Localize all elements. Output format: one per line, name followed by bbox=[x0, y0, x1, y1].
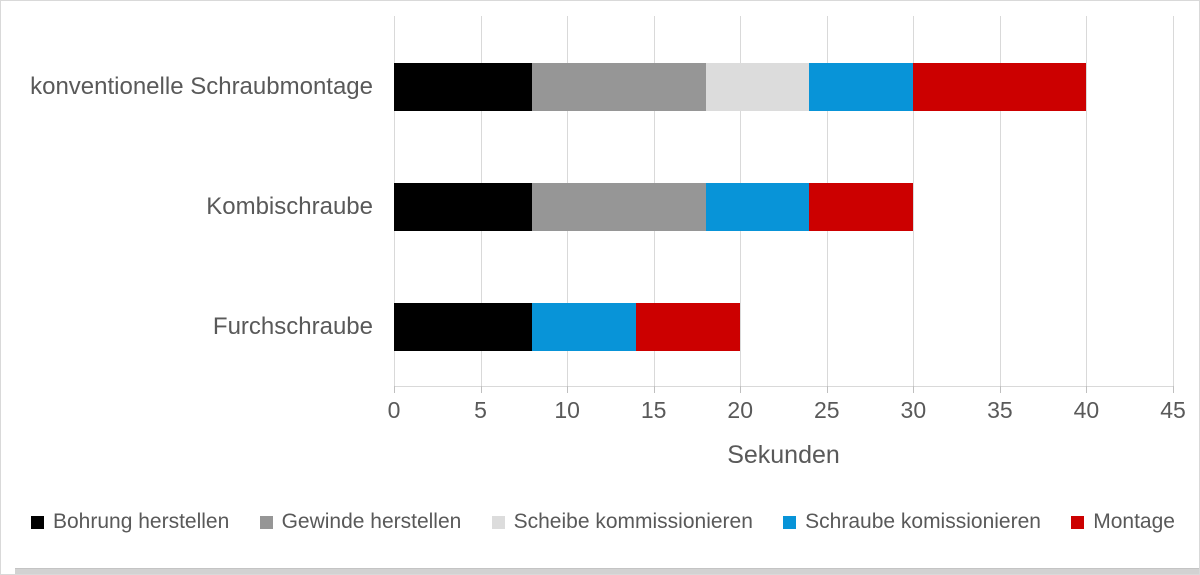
tick-mark bbox=[999, 386, 1001, 393]
legend-label: Schraube komissionieren bbox=[805, 510, 1041, 533]
bar-segment bbox=[809, 63, 914, 111]
tick-mark bbox=[567, 386, 569, 393]
bar-row bbox=[394, 303, 1173, 351]
tick-label: 20 bbox=[727, 397, 754, 423]
tick-label: 35 bbox=[987, 397, 1013, 423]
window-edge bbox=[15, 568, 1199, 574]
tick-mark bbox=[480, 386, 482, 393]
bar-segment bbox=[705, 63, 810, 111]
legend-label: Bohrung herstellen bbox=[53, 510, 230, 533]
bar-segment bbox=[705, 183, 810, 231]
tick-mark bbox=[826, 386, 828, 393]
bar-segment bbox=[532, 303, 637, 351]
bar-segment bbox=[636, 303, 741, 351]
tick-mark bbox=[653, 386, 655, 393]
category-labels: konventionelle Schraubmontage Kombischrau… bbox=[1, 16, 373, 386]
x-axis-title: Sekunden bbox=[727, 441, 840, 469]
tick-label: 10 bbox=[554, 397, 580, 423]
legend-item: Montage bbox=[1071, 510, 1175, 534]
bar-segment bbox=[913, 63, 1087, 111]
legend-swatch bbox=[259, 515, 273, 529]
bar-segment bbox=[809, 183, 914, 231]
tick-label: 30 bbox=[900, 397, 927, 423]
legend-item: Scheibe kommissionieren bbox=[491, 510, 753, 534]
tick-label: 25 bbox=[813, 397, 840, 423]
tick-label: 0 bbox=[387, 397, 401, 423]
legend-label: Scheibe kommissionieren bbox=[513, 510, 753, 533]
legend-swatch bbox=[1071, 515, 1085, 529]
legend: Bohrung herstellen Gewinde herstellen Sche… bbox=[31, 505, 1175, 539]
legend-item: Gewinde herstellen bbox=[259, 510, 462, 534]
bar-row bbox=[394, 63, 1173, 111]
category-label: Kombischraube bbox=[206, 193, 373, 220]
bar-segment bbox=[394, 63, 533, 111]
legend-label: Montage bbox=[1093, 510, 1175, 533]
tick-mark bbox=[740, 386, 742, 393]
bar-segment bbox=[394, 183, 533, 231]
x-axis: 0 5 10 15 20 25 30 35 40 45 bbox=[388, 397, 1186, 427]
legend-item: Bohrung herstellen bbox=[31, 510, 229, 534]
tick-mark bbox=[913, 386, 915, 393]
tick-label: 40 bbox=[1073, 397, 1100, 423]
bar-row bbox=[394, 183, 1173, 231]
bar-segment bbox=[532, 183, 706, 231]
tick-label: 15 bbox=[640, 397, 667, 423]
category-label: konventionelle Schraubmontage bbox=[30, 73, 373, 100]
tick-mark bbox=[1173, 386, 1174, 393]
bar-segment bbox=[394, 303, 533, 351]
legend-item: Schraube komissionieren bbox=[783, 510, 1041, 534]
plot-area bbox=[394, 16, 1174, 393]
bar-segment bbox=[532, 63, 706, 111]
tick-label: 5 bbox=[474, 397, 487, 423]
legend-label: Gewinde herstellen bbox=[281, 510, 462, 533]
gridline bbox=[913, 16, 915, 386]
gridline bbox=[999, 16, 1001, 386]
gridline bbox=[1173, 16, 1174, 386]
tick-mark bbox=[394, 386, 395, 393]
legend-swatch bbox=[31, 515, 44, 529]
gridline bbox=[1086, 16, 1088, 386]
legend-swatch bbox=[783, 515, 797, 529]
category-label: Furchschraube bbox=[212, 313, 373, 340]
tick-mark bbox=[1086, 386, 1088, 393]
legend-swatch bbox=[491, 515, 505, 529]
tick-label: 45 bbox=[1160, 397, 1186, 423]
